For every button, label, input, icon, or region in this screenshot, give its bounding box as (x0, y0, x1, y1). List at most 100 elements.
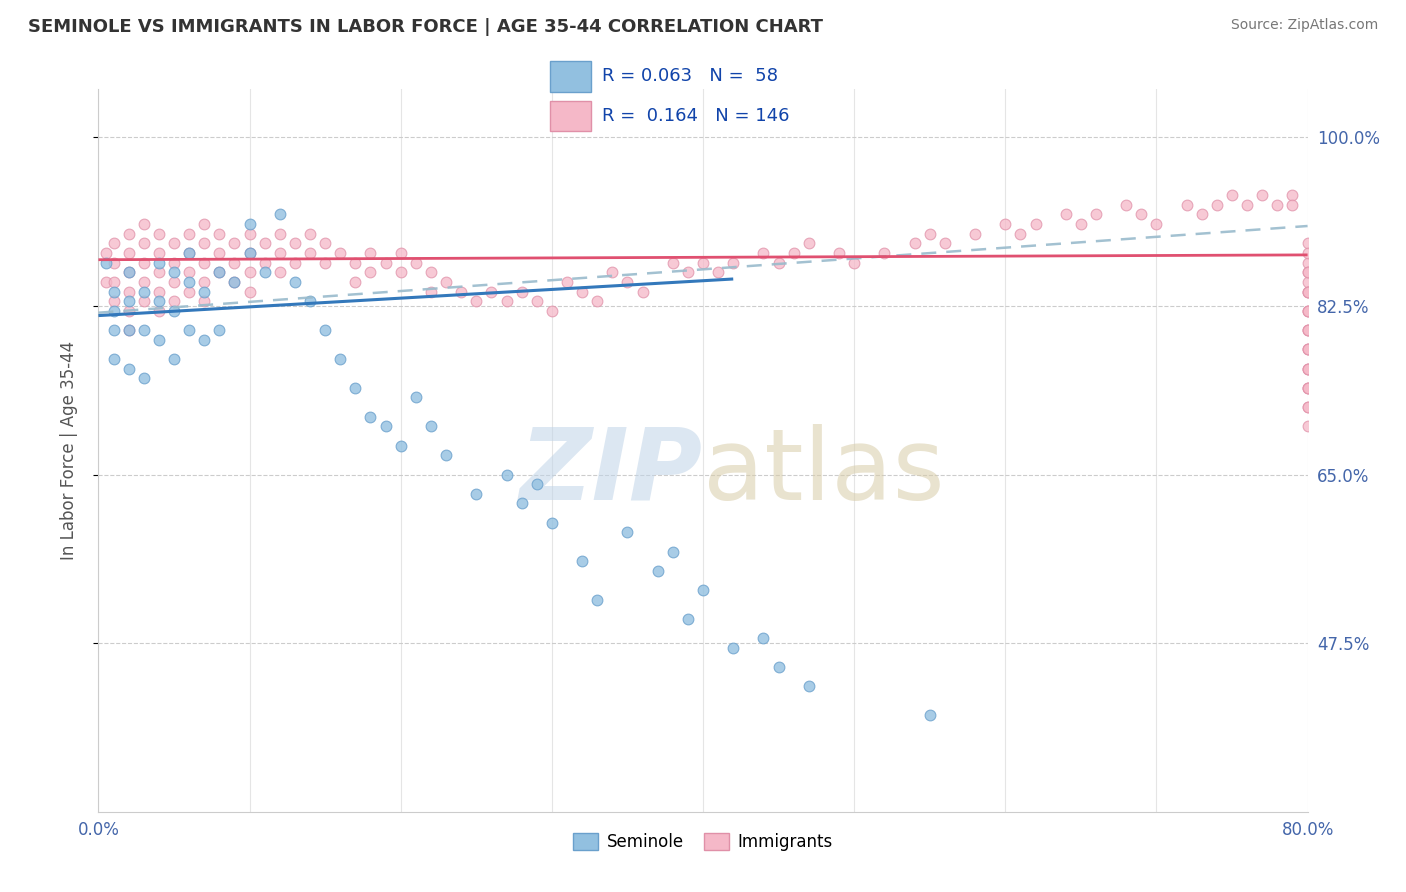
Point (224, 275, 246, 289)
Point (132, 217, 155, 231)
Point (148, 246, 170, 260)
Point (118, 361, 141, 376)
Point (163, 275, 186, 289)
Point (193, 255, 215, 269)
Point (1296, 236, 1319, 251)
Point (647, 564, 669, 578)
Point (965, 227, 987, 241)
Point (1296, 255, 1319, 269)
Point (752, 246, 775, 260)
Point (495, 294, 517, 309)
Point (239, 265, 262, 279)
Point (163, 294, 186, 309)
Point (510, 496, 533, 510)
Text: ZIP: ZIP (520, 424, 703, 521)
Point (1296, 400, 1319, 414)
Point (179, 227, 201, 241)
Point (1220, 188, 1243, 202)
Point (828, 246, 851, 260)
Point (179, 275, 201, 289)
Point (1296, 285, 1319, 299)
Point (1296, 419, 1319, 434)
Point (1296, 400, 1319, 414)
Point (389, 246, 412, 260)
Point (224, 236, 246, 251)
Point (1296, 323, 1319, 337)
Point (118, 323, 141, 337)
Point (631, 285, 654, 299)
Point (526, 477, 548, 491)
Point (1085, 207, 1108, 221)
Point (163, 265, 186, 279)
Point (239, 285, 262, 299)
Point (269, 246, 291, 260)
Point (1024, 217, 1046, 231)
Point (783, 246, 806, 260)
Point (103, 285, 125, 299)
Point (208, 265, 231, 279)
Point (676, 612, 699, 626)
Point (118, 323, 141, 337)
Point (797, 680, 820, 694)
Point (526, 294, 548, 309)
Point (132, 236, 155, 251)
Point (844, 255, 866, 269)
Point (1236, 198, 1258, 212)
Point (193, 285, 215, 299)
Point (344, 381, 367, 395)
Point (450, 285, 472, 299)
Text: atlas: atlas (703, 424, 945, 521)
Point (692, 583, 714, 598)
Point (1296, 303, 1319, 318)
Point (148, 333, 170, 347)
Point (1296, 303, 1319, 318)
Point (344, 255, 367, 269)
Point (994, 217, 1017, 231)
Point (1296, 303, 1319, 318)
Point (179, 265, 201, 279)
Point (918, 227, 941, 241)
Point (253, 265, 276, 279)
Point (1296, 246, 1319, 260)
Point (299, 227, 322, 241)
Point (616, 525, 638, 540)
Text: SEMINOLE VS IMMIGRANTS IN LABOR FORCE | AGE 35-44 CORRELATION CHART: SEMINOLE VS IMMIGRANTS IN LABOR FORCE | … (28, 18, 823, 36)
Point (193, 294, 215, 309)
Point (239, 246, 262, 260)
Point (224, 255, 246, 269)
Point (1281, 188, 1303, 202)
Point (284, 255, 307, 269)
Point (510, 285, 533, 299)
Point (193, 236, 215, 251)
Point (723, 640, 745, 655)
Point (405, 255, 427, 269)
Point (163, 236, 186, 251)
Point (118, 246, 141, 260)
Point (118, 265, 141, 279)
Point (1070, 217, 1092, 231)
Point (1296, 323, 1319, 337)
Point (434, 275, 457, 289)
Point (420, 419, 443, 434)
Point (707, 265, 730, 279)
Point (797, 236, 820, 251)
Point (94, 246, 117, 260)
Point (586, 592, 609, 607)
Point (163, 255, 186, 269)
Point (329, 246, 352, 260)
Point (555, 275, 578, 289)
Point (918, 708, 941, 723)
Point (148, 285, 170, 299)
Point (571, 554, 593, 568)
Point (1296, 361, 1319, 376)
Point (179, 285, 201, 299)
Point (465, 294, 488, 309)
Point (239, 246, 262, 260)
Point (540, 516, 562, 530)
Point (1267, 198, 1289, 212)
Point (193, 217, 215, 231)
Point (873, 246, 896, 260)
Point (94, 255, 117, 269)
Point (132, 294, 155, 309)
Point (132, 275, 155, 289)
